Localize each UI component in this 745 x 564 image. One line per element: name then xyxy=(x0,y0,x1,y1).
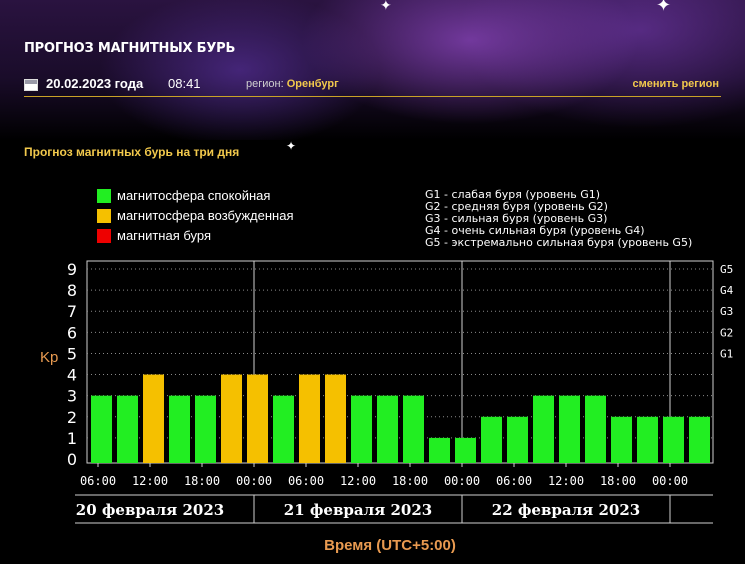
y-tick-label: 2 xyxy=(67,408,77,427)
y-tick-label: 6 xyxy=(67,323,77,342)
kp-bar xyxy=(637,416,658,463)
g-level-tick: G3 xyxy=(720,305,733,318)
divider xyxy=(24,96,721,97)
y-tick-label: 7 xyxy=(67,302,77,321)
star-icon: ✦ xyxy=(286,139,297,153)
region-label: регион: xyxy=(246,78,284,90)
page-title: ПРОГНОЗ МАГНИТНЫХ БУРЬ xyxy=(24,41,236,56)
day-label: 20 февраля 2023 xyxy=(76,501,224,519)
change-region-link[interactable]: сменить регион xyxy=(632,78,719,90)
x-tick-label: 06:00 xyxy=(288,474,324,488)
x-tick-label: 00:00 xyxy=(236,474,272,488)
kp-bar xyxy=(169,395,190,463)
x-axis-label: Время (UTC+5:00) xyxy=(324,537,456,554)
x-tick-label: 00:00 xyxy=(444,474,480,488)
region-info: регион: Оренбург xyxy=(246,78,339,90)
calendar-icon xyxy=(24,79,38,91)
legend-label: магнитная буря xyxy=(117,228,212,243)
g-legend-item: G5 - экстремально сильная буря (уровень … xyxy=(425,236,693,249)
kp-bar xyxy=(195,395,216,463)
kp-bar xyxy=(117,395,138,463)
kp-bar xyxy=(663,416,684,463)
g-level-tick: G4 xyxy=(720,284,734,297)
g-level-tick: G1 xyxy=(720,347,733,360)
day-label: 21 февраля 2023 xyxy=(284,501,432,519)
kp-bar xyxy=(143,374,164,463)
kp-bar xyxy=(533,395,554,463)
y-tick-label: 8 xyxy=(67,281,77,300)
day-label: 22 февраля 2023 xyxy=(492,501,640,519)
kp-bar xyxy=(273,395,294,463)
kp-bar xyxy=(611,416,632,463)
x-tick-label: 00:00 xyxy=(652,474,688,488)
section-title: Прогноз магнитных бурь на три дня xyxy=(24,145,240,159)
current-time: 08:41 xyxy=(168,76,201,91)
region-value: Оренбург xyxy=(286,78,339,90)
y-tick-label: 9 xyxy=(67,260,77,279)
legend-label: магнитосфера спокойная xyxy=(117,188,271,203)
g-level-tick: G5 xyxy=(720,263,733,276)
x-tick-label: 12:00 xyxy=(340,474,376,488)
x-tick-label: 18:00 xyxy=(600,474,636,488)
x-tick-label: 18:00 xyxy=(392,474,428,488)
legend-swatch xyxy=(97,229,111,243)
kp-bar xyxy=(455,437,476,463)
x-tick-label: 18:00 xyxy=(184,474,220,488)
kp-bar xyxy=(689,416,710,463)
g-legend-item: G1 - слабая буря (уровень G1) xyxy=(425,188,601,201)
y-tick-label: 0 xyxy=(67,450,77,469)
legend-label: магнитосфера возбужденная xyxy=(117,208,294,223)
g-level-legend: G1 - слабая буря (уровень G1) G2 - средн… xyxy=(425,189,692,249)
kp-bar xyxy=(481,416,502,463)
info-row: 20.02.2023 года 08:41 регион: Оренбург с… xyxy=(24,76,721,96)
kp-bar xyxy=(403,395,424,463)
kp-bar xyxy=(559,395,580,463)
x-tick-label: 06:00 xyxy=(496,474,532,488)
y-tick-label: 1 xyxy=(67,429,77,448)
kp-bar xyxy=(91,395,112,463)
x-tick-label: 12:00 xyxy=(548,474,584,488)
y-axis-label: Kp xyxy=(40,349,58,366)
legend-swatch xyxy=(97,189,111,203)
current-date: 20.02.2023 года xyxy=(46,76,144,91)
g-legend-item: G3 - сильная буря (уровень G3) xyxy=(425,212,608,225)
star-icon: ✦ xyxy=(380,0,392,13)
y-tick-label: 5 xyxy=(67,344,77,363)
kp-bar xyxy=(585,395,606,463)
g-legend-item: G4 - очень сильная буря (уровень G4) xyxy=(425,224,645,237)
plot-frame xyxy=(86,260,714,464)
star-icon: ✦ xyxy=(656,0,672,15)
kp-bar xyxy=(247,374,268,463)
kp-bar xyxy=(325,374,346,463)
kp-bar xyxy=(351,395,372,463)
y-tick-label: 4 xyxy=(67,366,77,385)
x-tick-label: 06:00 xyxy=(80,474,116,488)
legend-swatch xyxy=(97,209,111,223)
x-tick-label: 12:00 xyxy=(132,474,168,488)
g-level-tick: G2 xyxy=(720,326,733,339)
kp-bar xyxy=(377,395,398,463)
kp-bar xyxy=(221,374,242,463)
kp-bar xyxy=(507,416,528,463)
space-background xyxy=(0,0,745,140)
y-tick-label: 3 xyxy=(67,387,77,406)
g-legend-item: G2 - средняя буря (уровень G2) xyxy=(425,200,608,213)
kp-bar xyxy=(429,437,450,463)
kp-bar xyxy=(299,374,320,463)
